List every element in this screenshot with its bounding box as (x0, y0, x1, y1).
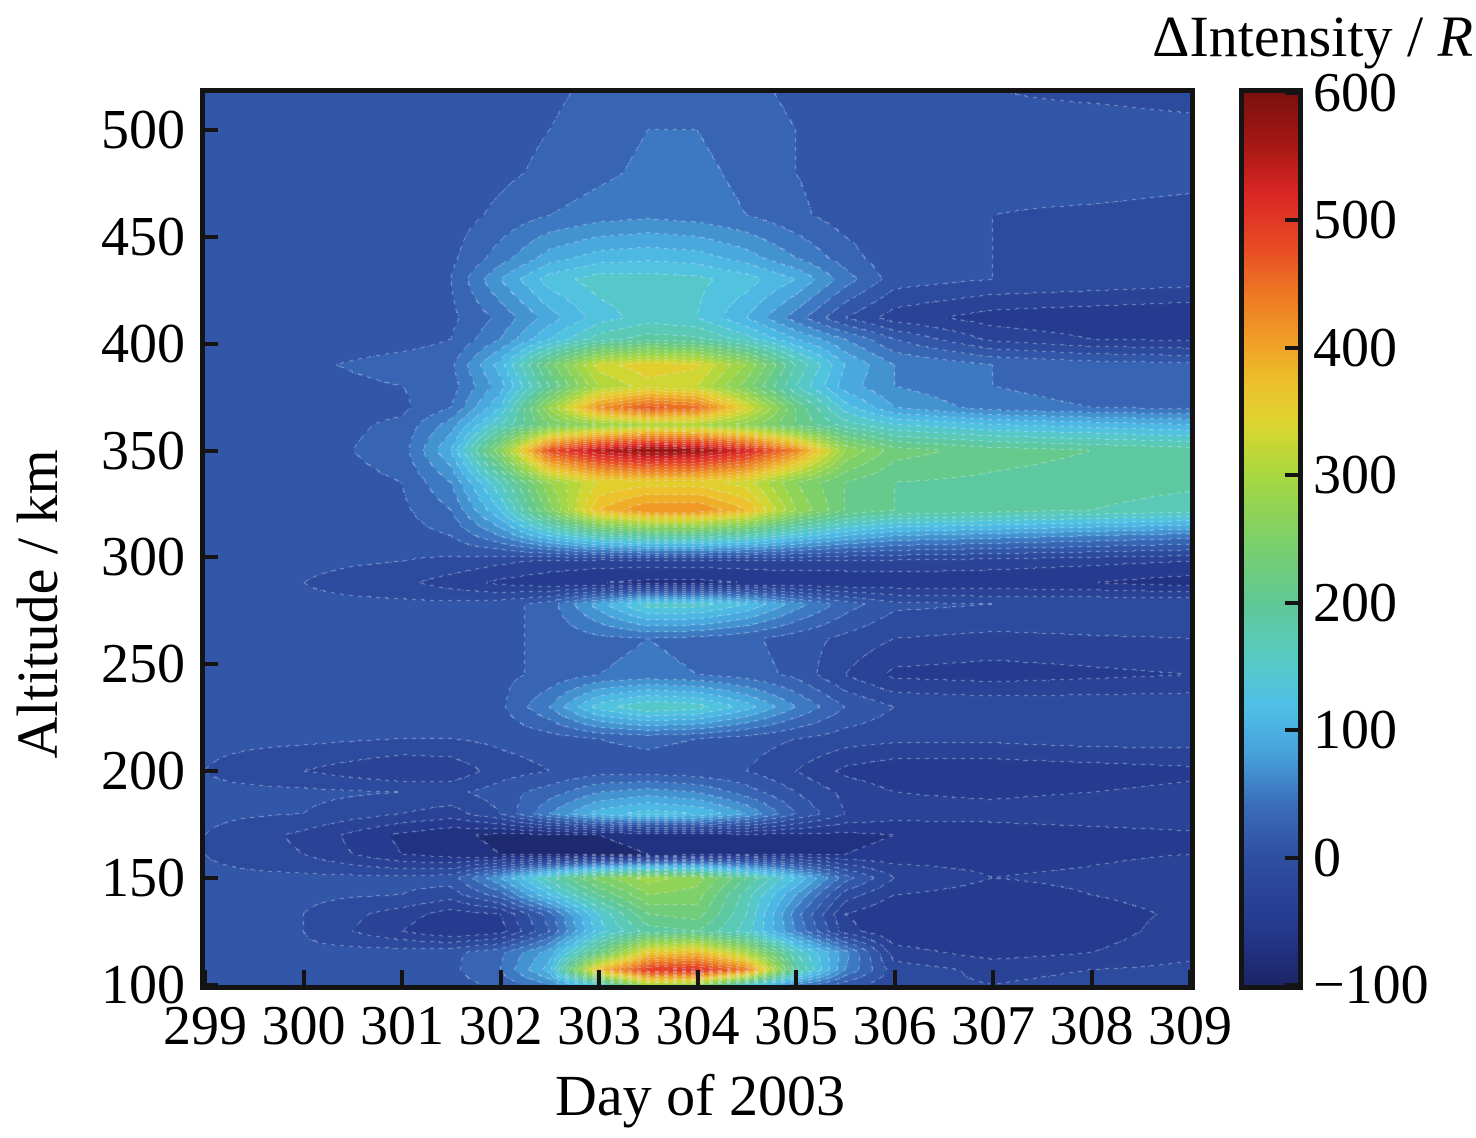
x-tick-label: 309 (1148, 995, 1232, 1057)
colorbar-tick-label: −100 (1313, 954, 1429, 1016)
colorbar-title-unit: R (1437, 4, 1473, 69)
x-tick-mark (991, 970, 995, 985)
y-tick-mark (205, 876, 218, 881)
y-tick-label: 250 (101, 633, 185, 696)
y-tick-mark (205, 448, 218, 453)
y-tick-label: 200 (101, 740, 185, 803)
x-tick-mark (498, 970, 503, 985)
colorbar-tick-mark (1285, 91, 1298, 95)
colorbar-title-prefix: ΔIntensity / (1152, 4, 1438, 69)
y-tick-mark (205, 662, 218, 667)
plot-area (200, 88, 1195, 990)
colorbar (1239, 88, 1303, 990)
x-tick-label: 306 (852, 995, 937, 1057)
x-tick-label: 302 (458, 995, 543, 1057)
x-tick-mark (892, 970, 897, 985)
colorbar-tick-label: 500 (1313, 189, 1397, 252)
colorbar-tick-mark (1285, 218, 1298, 223)
contour-heatmap-canvas (205, 93, 1190, 985)
colorbar-tick-label: 600 (1313, 62, 1397, 124)
y-tick-label: 450 (101, 205, 185, 268)
x-tick-label: 305 (754, 995, 838, 1057)
y-tick-label: 350 (101, 419, 185, 482)
x-tick-mark (400, 970, 404, 985)
y-tick-mark (205, 769, 218, 774)
colorbar-tick-mark (1285, 345, 1298, 350)
y-tick-label: 500 (101, 98, 185, 161)
colorbar-title: ΔIntensity / R (900, 6, 1473, 68)
x-tick-mark (301, 970, 306, 985)
y-tick-mark (205, 127, 218, 132)
y-tick-mark (205, 234, 218, 239)
x-axis-title: Day of 2003 (555, 1063, 845, 1128)
x-tick-label: 307 (951, 995, 1035, 1057)
colorbar-tick-label: 100 (1313, 699, 1397, 762)
y-tick-mark (205, 555, 218, 560)
colorbar-tick-mark (1285, 855, 1298, 860)
y-tick-mark (205, 983, 218, 987)
x-tick-mark (1188, 970, 1192, 985)
x-tick-label: 300 (261, 995, 346, 1057)
x-tick-mark (794, 970, 798, 985)
y-axis-title: Altitude / km (5, 449, 70, 759)
colorbar-gradient-canvas (1244, 93, 1298, 985)
x-tick-label: 299 (163, 995, 247, 1057)
y-tick-label: 400 (101, 312, 185, 375)
x-tick-mark (695, 970, 700, 985)
x-tick-mark (597, 970, 601, 985)
colorbar-tick-label: 200 (1313, 571, 1397, 634)
colorbar-tick-mark (1285, 600, 1298, 605)
colorbar-tick-label: 300 (1313, 444, 1397, 507)
x-tick-label: 308 (1049, 995, 1134, 1057)
colorbar-tick-mark (1285, 983, 1298, 987)
colorbar-tick-mark (1285, 473, 1298, 478)
y-tick-label: 100 (101, 954, 185, 1016)
x-tick-mark (203, 970, 207, 985)
y-tick-label: 150 (101, 847, 185, 910)
x-tick-label: 301 (360, 995, 444, 1057)
y-tick-label: 300 (101, 526, 185, 589)
colorbar-tick-mark (1285, 728, 1298, 733)
x-tick-mark (1089, 970, 1094, 985)
x-tick-label: 304 (655, 995, 740, 1057)
colorbar-tick-label: 0 (1313, 826, 1341, 889)
colorbar-tick-label: 400 (1313, 316, 1397, 379)
y-tick-mark (205, 341, 218, 346)
x-tick-label: 303 (557, 995, 641, 1057)
